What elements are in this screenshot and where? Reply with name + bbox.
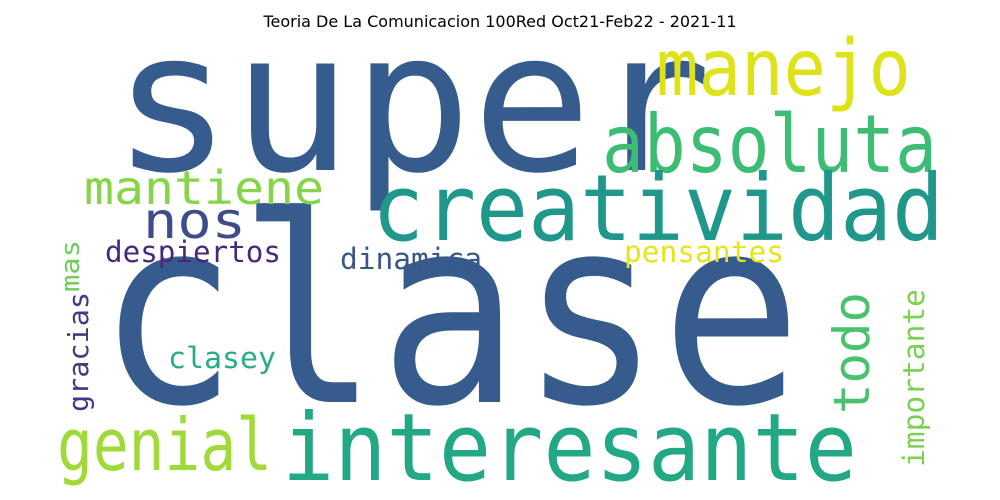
word-dinamica: dinamica — [340, 242, 482, 276]
word-importante: importante — [897, 289, 931, 467]
word-clase: clase — [97, 162, 802, 464]
word-manejo: manejo — [656, 24, 911, 114]
figure-title: Teoria De La Comunicacion 100Red Oct21-F… — [263, 12, 737, 31]
word-clasey: clasey — [168, 341, 276, 375]
word-super: super — [112, 0, 712, 216]
word-despiertos: despiertos — [105, 235, 281, 269]
word-pensantes: pensantes — [624, 235, 784, 269]
word-todo: todo — [823, 292, 881, 414]
word-mantiene: mantiene — [84, 161, 324, 215]
word-nos: nos — [143, 192, 246, 250]
word-creatividad: creatividad — [372, 155, 944, 262]
word-genial: genial — [57, 403, 272, 487]
word-mas: mas — [56, 240, 86, 292]
word-gracias: gracias — [62, 292, 95, 412]
word-interesante: interesante — [282, 394, 857, 500]
word-absoluta: absoluta — [602, 98, 937, 191]
